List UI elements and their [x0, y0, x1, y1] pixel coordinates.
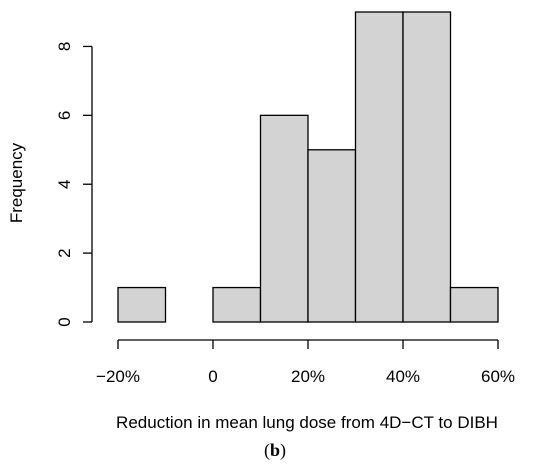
x-axis: −20% 0 20% 40% 60% — [96, 339, 515, 386]
histogram-bar-4 — [307, 149, 357, 323]
x-tick-label-1: 0 — [208, 367, 217, 386]
histogram-bar-6 — [402, 11, 452, 323]
x-tick-label-3: 40% — [386, 367, 420, 386]
y-axis-label: Frequency — [7, 142, 26, 223]
histogram-bar-3 — [259, 114, 309, 323]
x-tick-label-2: 20% — [291, 367, 325, 386]
y-tick-label-3: 6 — [55, 111, 74, 120]
histogram-bar-0 — [117, 286, 167, 323]
histogram-bar-5 — [354, 11, 404, 323]
y-axis: 0 2 4 6 8 — [55, 42, 93, 327]
x-tick-label-0: −20% — [96, 367, 140, 386]
y-tick-label-0: 0 — [55, 317, 74, 326]
caption-close: ) — [280, 440, 286, 460]
caption-open: ( — [263, 440, 270, 460]
figure-caption: (b) — [0, 440, 550, 461]
x-axis-label: Reduction in mean lung dose from 4D−CT t… — [116, 413, 498, 432]
histogram-bars — [117, 11, 499, 323]
y-tick-label-4: 8 — [55, 42, 74, 51]
y-tick-label-2: 4 — [55, 179, 74, 188]
histogram-bar-7 — [449, 286, 499, 323]
x-tick-label-4: 60% — [481, 367, 515, 386]
histogram-bar-2 — [212, 286, 262, 323]
y-tick-label-1: 2 — [55, 248, 74, 257]
caption-label: b — [269, 440, 280, 460]
